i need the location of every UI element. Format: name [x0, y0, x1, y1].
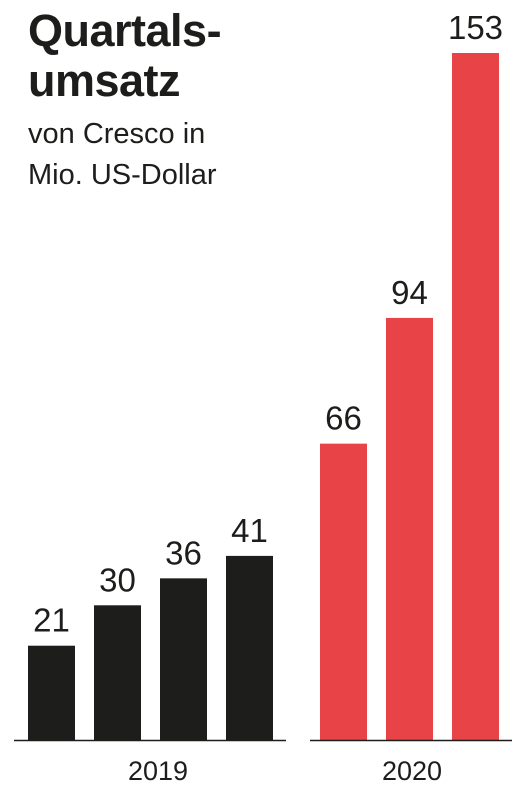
bar-2019-3	[160, 578, 207, 740]
bar-2020-1	[320, 443, 367, 740]
bar-2020-2	[386, 317, 433, 740]
year-label-2020: 2020	[382, 756, 442, 786]
bar-2019-2	[94, 605, 141, 740]
chart-subtitle-line-2: Mio. US-Dollar	[28, 159, 217, 191]
data-label-2020-3: 153	[448, 9, 503, 46]
year-label-2019: 2019	[128, 756, 188, 786]
data-label-2019-2: 30	[99, 561, 136, 598]
data-label-2019-1: 21	[33, 602, 70, 639]
chart-subtitle-line-1: von Cresco in	[28, 118, 206, 150]
data-label-2020-1: 66	[325, 400, 362, 437]
data-label-2019-3: 36	[165, 534, 202, 571]
chart-title: Quartals- umsatz	[28, 6, 328, 106]
chart-title-line-1: Quartals-	[28, 5, 222, 56]
data-label-2019-4: 41	[231, 512, 268, 549]
bar-2019-4	[226, 555, 273, 740]
data-label-2020-2: 94	[391, 274, 428, 311]
chart-title-line-2: umsatz	[28, 55, 181, 106]
bar-2019-1	[28, 645, 75, 740]
bar-2020-3	[452, 53, 499, 740]
chart-subtitle: von Cresco in Mio. US-Dollar	[28, 114, 328, 196]
